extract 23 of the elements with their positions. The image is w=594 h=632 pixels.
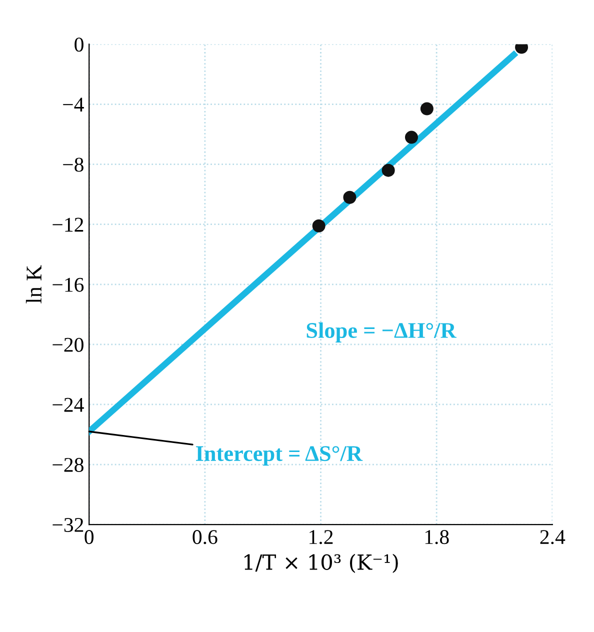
point bbox=[343, 190, 356, 204]
point bbox=[312, 219, 326, 232]
x-tick-label: 1.8 bbox=[425, 530, 449, 544]
y-tick-label: −28 bbox=[52, 458, 84, 472]
x-tick-label: 0.6 bbox=[192, 530, 218, 544]
y-tick-label: −12 bbox=[52, 218, 84, 232]
annotation: Intercept = ΔS°/R bbox=[196, 446, 363, 466]
y-tick-label: −4 bbox=[63, 98, 84, 112]
y-tick-label: 0 bbox=[74, 38, 84, 52]
y-tick-label: −24 bbox=[52, 398, 84, 412]
y-tick-label: −16 bbox=[52, 278, 84, 292]
y-tick-label: −20 bbox=[52, 338, 84, 352]
x-tick-label: 0 bbox=[84, 530, 94, 544]
y-tick-label: −32 bbox=[52, 518, 84, 532]
y-axis-title: ln K bbox=[26, 265, 42, 304]
x-axis-title: 1/T × 10³ (K⁻¹) bbox=[244, 554, 398, 573]
point bbox=[404, 130, 418, 144]
y-tick-label: −8 bbox=[63, 158, 84, 172]
x-tick-label: 1.2 bbox=[310, 530, 333, 544]
annotation: Slope = −ΔH°/R bbox=[306, 322, 456, 343]
point bbox=[382, 164, 395, 177]
point bbox=[420, 102, 434, 116]
x-tick-label: 2.4 bbox=[540, 530, 566, 544]
